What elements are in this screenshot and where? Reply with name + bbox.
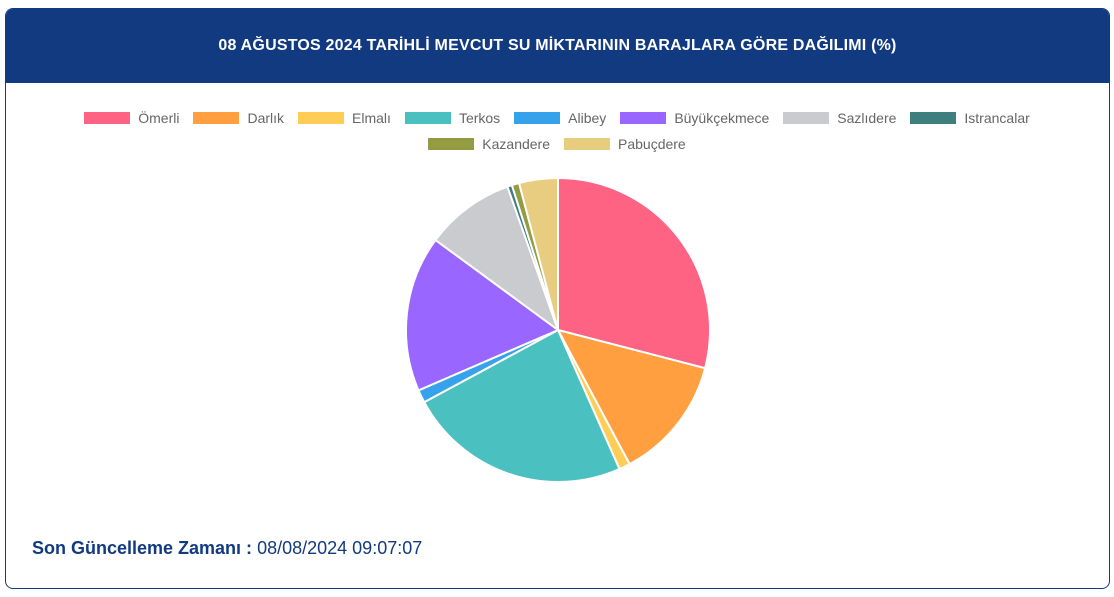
legend-swatch <box>405 112 451 124</box>
legend-label: Elmalı <box>352 110 391 126</box>
card-header: 08 AĞUSTOS 2024 TARİHLİ MEVCUT SU MİKTAR… <box>6 9 1109 83</box>
legend-row: Kazandere Pabuçdere <box>0 136 1114 152</box>
legend-swatch <box>783 112 829 124</box>
legend-label: Darlık <box>247 110 284 126</box>
legend-item[interactable]: Alibey <box>514 110 606 126</box>
last-updated: Son Güncelleme Zamanı : 08/08/2024 09:07… <box>32 538 422 559</box>
chart-legend: Ömerli Darlık Elmalı Terkos Alibey Büyükçekme… <box>0 110 1114 152</box>
last-updated-timestamp: 08/08/2024 09:07:07 <box>257 538 422 558</box>
legend-row: Ömerli Darlık Elmalı Terkos Alibey Büyükçekme… <box>0 110 1114 126</box>
legend-label: Ömerli <box>138 110 179 126</box>
legend-swatch <box>564 138 610 150</box>
legend-swatch <box>514 112 560 124</box>
last-updated-label: Son Güncelleme Zamanı : <box>32 538 252 558</box>
legend-label: Pabuçdere <box>618 136 686 152</box>
legend-item[interactable]: Kazandere <box>428 136 550 152</box>
pie-chart <box>400 172 716 488</box>
legend-item[interactable]: Ömerli <box>84 110 179 126</box>
legend-swatch <box>84 112 130 124</box>
legend-label: Istrancalar <box>964 110 1029 126</box>
legend-item[interactable]: Istrancalar <box>910 110 1029 126</box>
legend-item[interactable]: Elmalı <box>298 110 391 126</box>
legend-label: Kazandere <box>482 136 550 152</box>
legend-label: Büyükçekmece <box>674 110 769 126</box>
legend-item[interactable]: Terkos <box>405 110 500 126</box>
chart-title: 08 AĞUSTOS 2024 TARİHLİ MEVCUT SU MİKTAR… <box>218 37 896 55</box>
legend-label: Terkos <box>459 110 500 126</box>
legend-swatch <box>910 112 956 124</box>
legend-item[interactable]: Darlık <box>193 110 284 126</box>
legend-item[interactable]: Büyükçekmece <box>620 110 769 126</box>
legend-item[interactable]: Pabuçdere <box>564 136 686 152</box>
legend-label: Alibey <box>568 110 606 126</box>
legend-swatch <box>428 138 474 150</box>
legend-swatch <box>193 112 239 124</box>
legend-item[interactable]: Sazlıdere <box>783 110 896 126</box>
legend-swatch <box>298 112 344 124</box>
legend-swatch <box>620 112 666 124</box>
legend-label: Sazlıdere <box>837 110 896 126</box>
